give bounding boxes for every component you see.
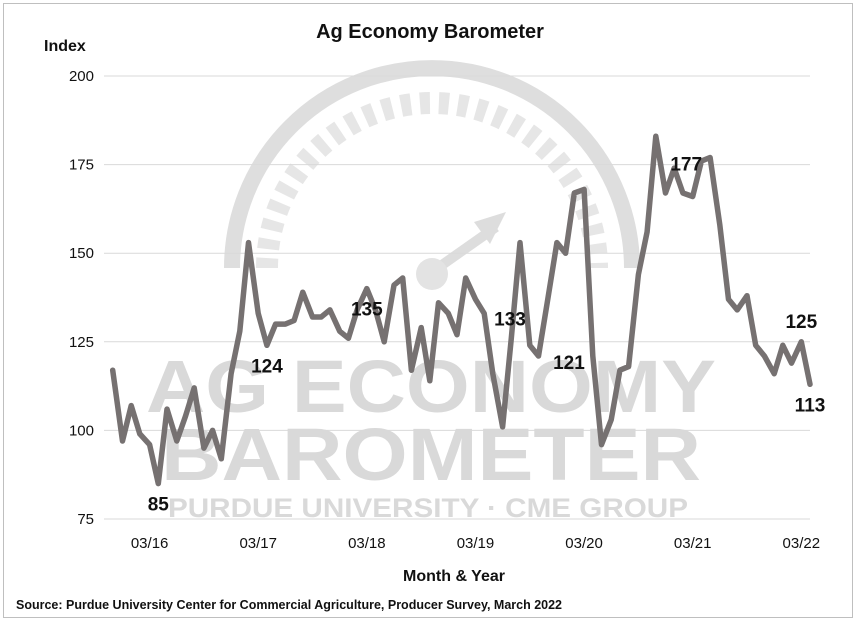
y-tick-label: 125 (69, 334, 94, 351)
y-tick-label: 175 (69, 157, 94, 174)
data-label: 177 (670, 155, 702, 176)
y-tick-label: 200 (69, 68, 94, 85)
x-axis-ticks: 03/16 03/17 03/18 03/19 03/20 03/21 03/22 (131, 535, 820, 552)
x-tick-label: 03/21 (674, 535, 712, 552)
data-label: 113 (795, 395, 826, 416)
x-tick-label: 03/20 (565, 535, 603, 552)
watermark-logo: AG ECONOMY BAROMETER PURDUE UNIVERSITY ·… (146, 60, 716, 523)
watermark-line3: PURDUE UNIVERSITY · CME GROUP (168, 493, 688, 523)
y-tick-label: 75 (77, 511, 94, 528)
data-label: 133 (494, 309, 526, 330)
y-tick-label: 100 (69, 422, 94, 439)
data-label: 124 (251, 356, 283, 377)
x-tick-label: 03/18 (348, 535, 386, 552)
y-axis-ticks: 75 100 125 150 175 200 (69, 68, 94, 528)
chart-title: Ag Economy Barometer (316, 21, 544, 43)
x-tick-label: 03/19 (457, 535, 495, 552)
y-axis-label: Index (44, 38, 86, 55)
data-label: 135 (351, 300, 383, 321)
data-label: 125 (785, 312, 817, 333)
line-chart: AG ECONOMY BAROMETER PURDUE UNIVERSITY ·… (16, 21, 826, 612)
data-labels: 85 124 135 133 121 177 125 113 (148, 155, 826, 516)
series-line-0 (109, 133, 813, 487)
watermark-line2: BAROMETER (161, 413, 701, 496)
source-note: Source: Purdue University Center for Com… (16, 598, 562, 612)
y-tick-label: 150 (69, 245, 94, 262)
gridlines (104, 75, 810, 520)
gauge-icon (224, 60, 640, 290)
x-axis-label: Month & Year (403, 568, 505, 585)
data-label: 85 (148, 495, 170, 516)
series-group (109, 133, 813, 487)
x-tick-label: 03/22 (783, 535, 821, 552)
chart-frame: AG ECONOMY BAROMETER PURDUE UNIVERSITY ·… (3, 3, 853, 618)
data-label: 121 (553, 353, 585, 374)
x-tick-label: 03/17 (239, 535, 277, 552)
x-tick-label: 03/16 (131, 535, 169, 552)
